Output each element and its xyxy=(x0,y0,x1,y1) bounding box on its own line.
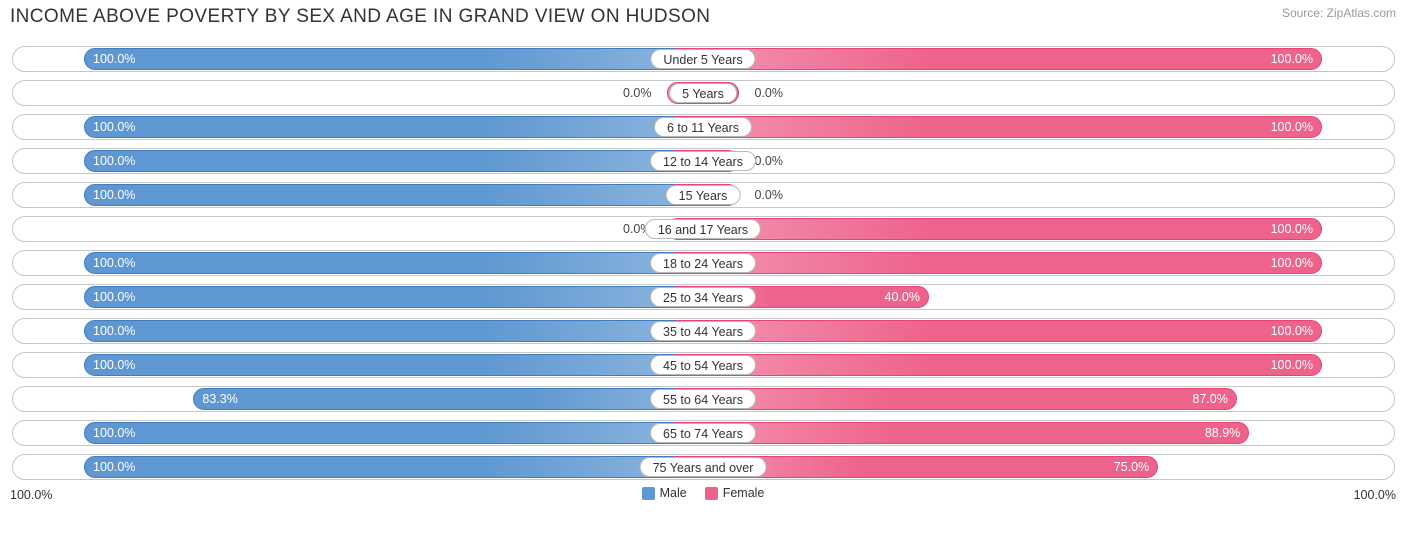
category-label: 25 to 34 Years xyxy=(650,287,756,307)
x-axis-right-label: 100.0% xyxy=(1354,488,1396,502)
chart-row: 100.0% 0.0%12 to 14 Years xyxy=(12,148,1395,174)
male-bar: 100.0% xyxy=(84,184,739,206)
female-bar: 100.0% xyxy=(667,354,1322,376)
chart-header: INCOME ABOVE POVERTY BY SEX AND AGE IN G… xyxy=(10,6,1396,28)
category-label: 55 to 64 Years xyxy=(650,389,756,409)
category-label: 6 to 11 Years xyxy=(654,117,752,137)
female-bar: 100.0% xyxy=(667,48,1322,70)
male-value: 83.3% xyxy=(202,392,237,406)
female-value: 100.0% xyxy=(1271,222,1313,236)
category-label: 15 Years xyxy=(666,185,741,205)
chart-source: Source: ZipAtlas.com xyxy=(1282,6,1396,20)
female-value: 100.0% xyxy=(1271,358,1313,372)
male-value: 100.0% xyxy=(93,52,135,66)
male-value: 100.0% xyxy=(93,120,135,134)
chart-title: INCOME ABOVE POVERTY BY SEX AND AGE IN G… xyxy=(10,6,710,28)
male-value: 100.0% xyxy=(93,358,135,372)
female-value: 100.0% xyxy=(1271,120,1313,134)
female-value: 100.0% xyxy=(1271,324,1313,338)
female-bar: 100.0% xyxy=(667,320,1322,342)
chart-row: 100.0% 40.0% 25 to 34 Years xyxy=(12,284,1395,310)
chart-row: 100.0% 100.0% 18 to 24 Years xyxy=(12,250,1395,276)
female-value: 75.0% xyxy=(1114,460,1149,474)
chart-row: 100.0% 100.0% 35 to 44 Years xyxy=(12,318,1395,344)
male-bar: 100.0% xyxy=(84,422,739,444)
category-label: 45 to 54 Years xyxy=(650,355,756,375)
legend: Male Female xyxy=(10,486,1396,500)
legend-swatch-female xyxy=(705,487,718,500)
category-label: Under 5 Years xyxy=(650,49,755,69)
chart-row: 83.3% 87.0% 55 to 64 Years xyxy=(12,386,1395,412)
female-bar: 100.0% xyxy=(667,252,1322,274)
female-value: 87.0% xyxy=(1192,392,1227,406)
female-bar: 100.0% xyxy=(667,218,1322,240)
chart-row: 0.0%100.0%16 and 17 Years xyxy=(12,216,1395,242)
legend-label-female: Female xyxy=(723,486,765,500)
category-label: 12 to 14 Years xyxy=(650,151,756,171)
legend-swatch-male xyxy=(642,487,655,500)
female-value: 88.9% xyxy=(1205,426,1240,440)
male-bar: 100.0% xyxy=(84,286,739,308)
legend-item-female: Female xyxy=(705,486,765,500)
male-value: 100.0% xyxy=(93,256,135,270)
male-bar: 100.0% xyxy=(84,116,739,138)
female-value: 0.0% xyxy=(755,154,784,168)
chart-area: 100.0% 100.0% Under 5 Years 0.0% 0.0% 5 Years… xyxy=(12,46,1395,480)
male-value: 100.0% xyxy=(93,188,135,202)
male-value: 100.0% xyxy=(93,426,135,440)
male-value: 100.0% xyxy=(93,460,135,474)
male-bar: 100.0% xyxy=(84,252,739,274)
female-value: 100.0% xyxy=(1271,52,1313,66)
male-value: 100.0% xyxy=(93,324,135,338)
category-label: 75 Years and over xyxy=(640,457,767,477)
male-bar: 100.0% xyxy=(84,48,739,70)
chart-row: 100.0% 100.0% Under 5 Years xyxy=(12,46,1395,72)
x-axis-left-label: 100.0% xyxy=(10,488,52,502)
legend-label-male: Male xyxy=(660,486,687,500)
chart-row: 100.0% 0.0% 15 Years xyxy=(12,182,1395,208)
female-value: 0.0% xyxy=(755,188,784,202)
chart-row: 100.0% 75.0% 75 Years and over xyxy=(12,454,1395,480)
female-value: 0.0% xyxy=(755,86,784,100)
category-label: 18 to 24 Years xyxy=(650,253,756,273)
chart-row: 100.0% 100.0% 6 to 11 Years xyxy=(12,114,1395,140)
male-value: 100.0% xyxy=(93,290,135,304)
male-value: 0.0% xyxy=(623,86,652,100)
chart-row: 0.0% 0.0% 5 Years xyxy=(12,80,1395,106)
female-value: 40.0% xyxy=(885,290,920,304)
female-value: 100.0% xyxy=(1271,256,1313,270)
legend-item-male: Male xyxy=(642,486,687,500)
male-bar: 100.0% xyxy=(84,150,739,172)
female-bar: 100.0% xyxy=(667,116,1322,138)
category-label: 65 to 74 Years xyxy=(650,423,756,443)
category-label: 16 and 17 Years xyxy=(645,219,761,239)
chart-row: 100.0% 100.0% 45 to 54 Years xyxy=(12,352,1395,378)
category-label: 35 to 44 Years xyxy=(650,321,756,341)
male-bar: 100.0% xyxy=(84,320,739,342)
male-value: 100.0% xyxy=(93,154,135,168)
male-bar: 100.0% xyxy=(84,354,739,376)
category-label: 5 Years xyxy=(669,83,737,103)
chart-row: 100.0% 88.9% 65 to 74 Years xyxy=(12,420,1395,446)
